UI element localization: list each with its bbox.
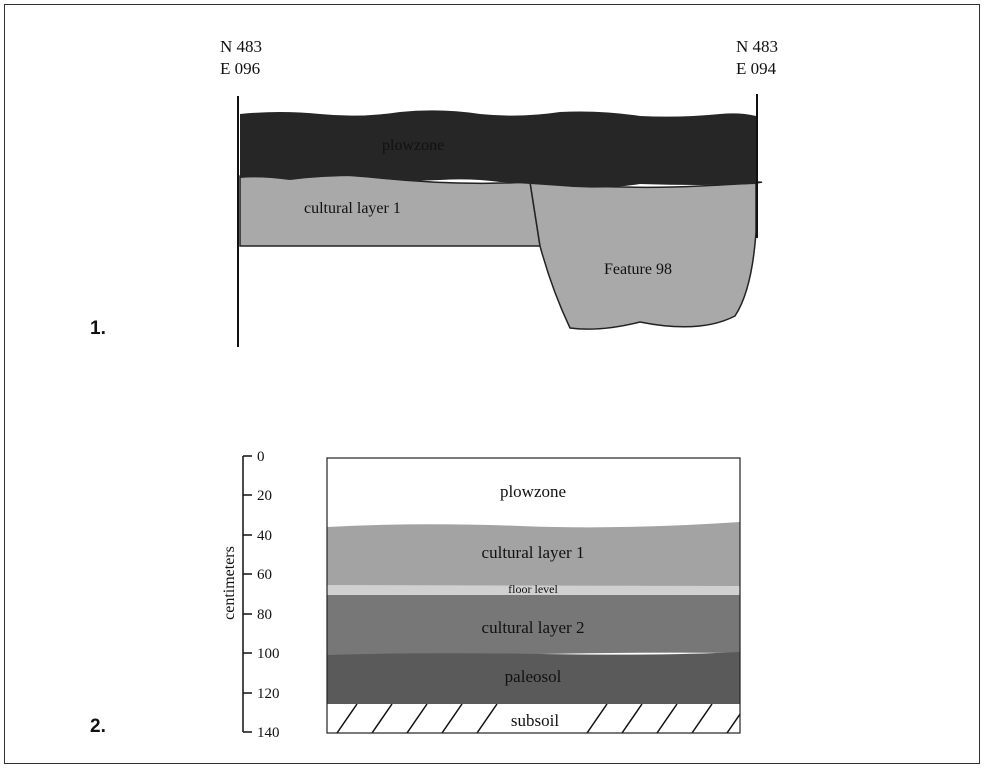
tick-label-80: 80: [257, 607, 272, 623]
plowzone-label: plowzone: [382, 137, 444, 154]
left-coordinate: N 483 E 096: [220, 36, 262, 80]
layer-label-floor-level: floor level: [508, 582, 558, 596]
right-coordinate-east: E 094: [736, 59, 777, 78]
tick-label-20: 20: [257, 488, 272, 504]
cultural-layer-1-label: cultural layer 1: [304, 200, 401, 217]
figure-1-number: 1.: [90, 318, 106, 339]
feature-98-label: Feature 98: [604, 261, 672, 278]
left-coordinate-east: E 096: [220, 59, 261, 78]
tick-label-140: 140: [257, 725, 280, 741]
tick-label-40: 40: [257, 528, 272, 544]
cultural-layer-1-band: [327, 522, 740, 588]
left-coordinate-north: N 483: [220, 37, 263, 56]
floor-level-band: [327, 585, 740, 596]
figure-2-number: 2.: [90, 716, 106, 737]
tick-label-100: 100: [257, 646, 280, 662]
subsoil-hatching: [336, 704, 740, 733]
profile-2-border: [326, 457, 741, 734]
plowzone-band: [327, 458, 740, 530]
right-coordinate: N 483 E 094: [736, 36, 778, 80]
tick-label-60: 60: [257, 567, 272, 583]
paleosol-band: [327, 652, 740, 705]
layer-label-plowzone: plowzone: [500, 482, 566, 501]
depth-axis-ticks: [243, 455, 252, 733]
cultural-layer-2-band: [327, 595, 740, 656]
feature-98-area: [529, 181, 763, 330]
plowzone-area: [240, 110, 756, 188]
layer-label-cultural-layer-2: cultural layer 2: [482, 618, 585, 637]
depth-axis-label: centimeters: [221, 546, 238, 620]
tick-label-120: 120: [257, 686, 280, 702]
right-coordinate-north: N 483: [736, 37, 779, 56]
tick-label-0: 0: [257, 449, 265, 465]
layer-label-subsoil: subsoil: [511, 711, 559, 730]
layer-label-cultural-layer-1: cultural layer 1: [482, 543, 585, 562]
layer-label-paleosol: paleosol: [505, 667, 562, 686]
